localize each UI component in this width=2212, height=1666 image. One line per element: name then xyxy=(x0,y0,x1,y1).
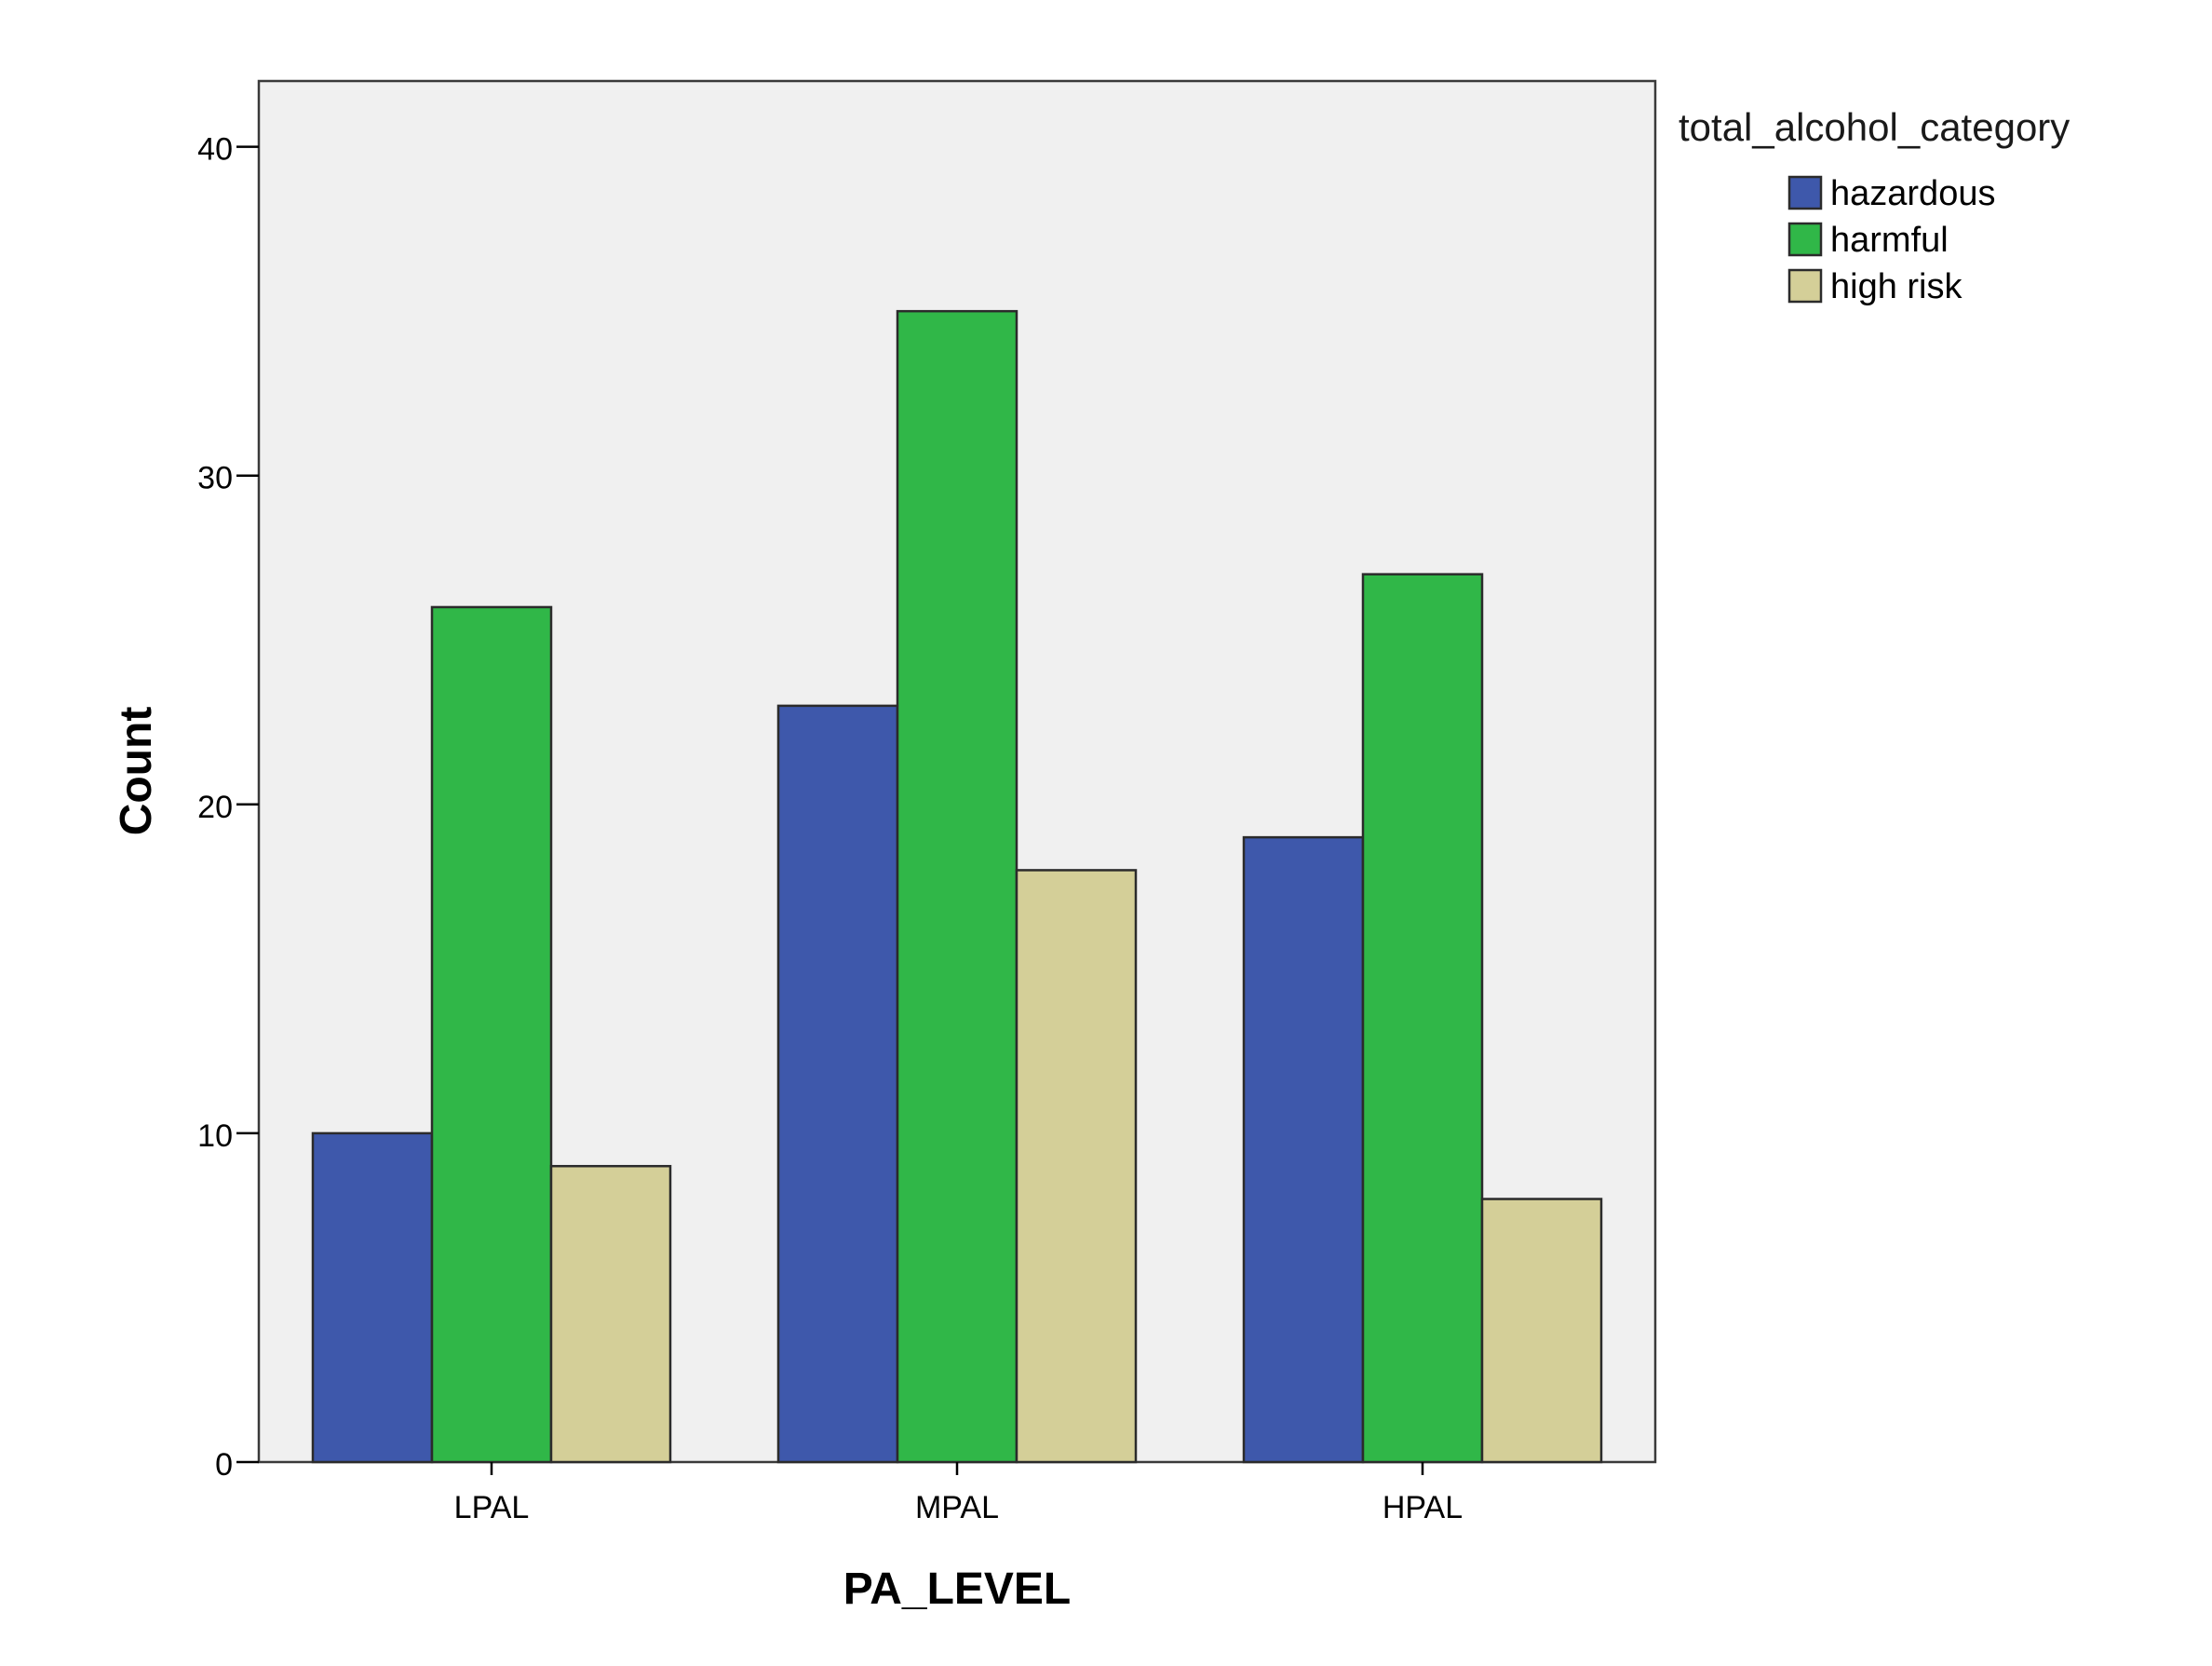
y-tick-label-20: 20 xyxy=(197,790,233,825)
axes: LPAL MPAL HPAL 0 10 20 30 40 xyxy=(197,132,1463,1525)
y-axis-title: Count xyxy=(112,707,161,836)
x-axis-title: PA_LEVEL xyxy=(843,1564,1072,1614)
bar-mpal-harmful xyxy=(896,309,1018,1464)
legend-swatch-harmful xyxy=(1787,222,1823,257)
y-tick-label-0: 0 xyxy=(215,1447,233,1483)
legend-swatch-high-risk xyxy=(1787,268,1823,304)
bar-lpal-high-risk xyxy=(549,1164,672,1464)
bar-mpal-high-risk xyxy=(1015,869,1138,1464)
legend-title: total_alcohol_category xyxy=(1679,105,2070,149)
y-tick-label-30: 30 xyxy=(197,461,233,496)
bar-lpal-harmful xyxy=(430,605,553,1464)
x-tick-label-hpal: HPAL xyxy=(1382,1490,1463,1525)
x-tick-label-lpal: LPAL xyxy=(454,1490,530,1525)
bar-mpal-hazardous xyxy=(776,704,899,1464)
legend-label-harmful: harmful xyxy=(1830,221,1949,260)
x-tick-label-mpal: MPAL xyxy=(915,1490,999,1525)
bar-hpal-harmful xyxy=(1361,573,1484,1464)
legend-label-hazardous: hazardous xyxy=(1830,174,1995,213)
bar-hpal-hazardous xyxy=(1242,835,1365,1464)
legend: total_alcohol_category hazardous harmful h… xyxy=(1679,105,2070,306)
legend-swatch-hazardous xyxy=(1787,175,1823,210)
bars xyxy=(311,309,1603,1464)
bar-hpal-high-risk xyxy=(1480,1198,1603,1464)
y-tick-label-40: 40 xyxy=(197,132,233,168)
y-tick-label-10: 10 xyxy=(197,1118,233,1154)
legend-label-high-risk: high risk xyxy=(1830,267,1962,306)
bar-lpal-hazardous xyxy=(311,1131,434,1464)
